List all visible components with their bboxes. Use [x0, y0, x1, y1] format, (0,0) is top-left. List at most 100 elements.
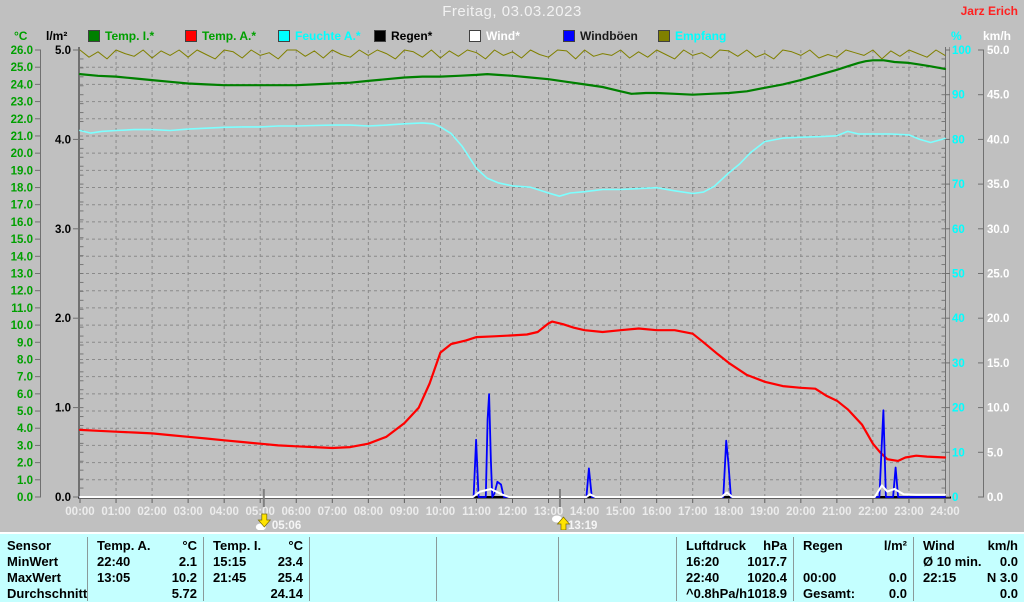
table-row-label: Sensor — [0, 537, 88, 553]
temp-tick-label: 24.0 — [11, 79, 33, 91]
temp-tick-label: 1.0 — [17, 475, 33, 487]
table-cell-time: Luftdruck — [686, 537, 746, 553]
legend: Temp. I.* Temp. A.* Feuchte A.* Regen* Wind*… — [0, 29, 950, 45]
legend-label-temp-a: Temp. A.* — [202, 29, 257, 43]
table-cell: ^0.8hPa/h 1018.9 — [677, 585, 794, 601]
legend-item-feuchte-a[interactable]: Feuchte A.* — [278, 29, 361, 43]
table-cell-value: 10.2 — [171, 569, 197, 585]
table-cell — [310, 537, 437, 553]
humidity-tick-label: 10 — [952, 447, 965, 459]
time-tick-label: 09:00 — [390, 506, 419, 518]
table-cell: 5.72 — [88, 585, 204, 601]
weather-chart: 0.0 1.0 2.0 3.0 4.0 5.0 6.0 7.0 8.0 9.0 10.0 11.0 12… — [11, 45, 1009, 530]
temp-tick-label: 8.0 — [17, 354, 33, 366]
legend-item-temp-i[interactable]: Temp. I.* — [88, 29, 154, 43]
table-row-label: MinWert — [0, 553, 88, 569]
time-tick-label: 01:00 — [101, 506, 130, 518]
wind-tick-label: 35.0 — [987, 179, 1009, 191]
humidity-tick-label: 20 — [952, 403, 965, 415]
wind-tick-label: 0.0 — [987, 492, 1003, 504]
astro-marker-time: 13:19 — [568, 520, 597, 530]
table-cell — [794, 553, 914, 569]
time-tick-label: 15:00 — [606, 506, 635, 518]
table-cell-time: Gesamt: — [803, 585, 856, 601]
axis-time-bottom: 00:00 01:00 02:00 03:00 04:00 05:00 06:00 07:00… — [65, 497, 960, 518]
temp-tick-label: 26.0 — [11, 45, 33, 57]
table-cell-time: Wind — [923, 537, 955, 553]
temp-tick-label: 6.0 — [17, 389, 33, 401]
time-tick-label: 05:00 — [245, 506, 274, 518]
table-cell: 24.14 — [204, 585, 310, 601]
table-cell: Wind km/h — [914, 537, 1024, 553]
table-cell-value: 1017.7 — [747, 553, 787, 569]
table-cell-value: 1020.4 — [747, 569, 787, 585]
time-tick-label: 18:00 — [714, 506, 743, 518]
wind-tick-label: 50.0 — [987, 45, 1009, 57]
table-row-label: Durchschnitt — [0, 585, 88, 601]
temp-tick-label: 5.0 — [17, 406, 33, 418]
time-tick-label: 12:00 — [498, 506, 527, 518]
legend-label-wind: Wind* — [486, 29, 520, 43]
table-cell: Temp. A. °C — [88, 537, 204, 553]
table-cell-value: 2.1 — [178, 553, 197, 569]
legend-label-regen: Regen* — [391, 29, 433, 43]
astro-marker-13-19: 13:19 — [551, 489, 597, 530]
legend-item-empfang[interactable]: Empfang — [658, 29, 726, 43]
time-tick-label: 06:00 — [282, 506, 311, 518]
table-cell: Regen l/m² — [794, 537, 914, 553]
table-cell-value: 0.0 — [888, 569, 907, 585]
legend-item-wind[interactable]: Wind* — [469, 29, 520, 43]
table-cell: 22:40 1020.4 — [677, 569, 794, 585]
humidity-tick-label: 60 — [952, 224, 965, 236]
series-empfang — [79, 49, 946, 60]
table-cell: Luftdruck hPa — [677, 537, 794, 553]
time-tick-label: 14:00 — [570, 506, 599, 518]
time-tick-label: 19:00 — [750, 506, 779, 518]
table-cell-value: 1018.9 — [747, 585, 787, 601]
table-cell-time: Temp. I. — [213, 537, 262, 553]
humidity-tick-label: 40 — [952, 313, 965, 325]
legend-swatch-temp-a — [185, 30, 197, 42]
plot-area[interactable] — [80, 50, 945, 497]
table-cell-time: 21:45 — [213, 569, 247, 585]
arrow-down-icon — [257, 513, 272, 528]
table-cell — [559, 585, 677, 601]
table-cell-time: 22:40 — [686, 569, 720, 585]
legend-item-regen[interactable]: Regen* — [374, 29, 432, 43]
table-cell-value: km/h — [987, 537, 1018, 553]
axis-temp-left: 0.0 1.0 2.0 3.0 4.0 5.0 6.0 7.0 8.0 9.0 10.0 11.0 12… — [11, 45, 41, 504]
table-cell: 13:05 10.2 — [88, 569, 204, 585]
humidity-tick-label: 70 — [952, 179, 965, 191]
temp-tick-label: 22.0 — [11, 114, 33, 126]
table-cell: 22:40 2.1 — [88, 553, 204, 569]
temp-tick-label: 21.0 — [11, 131, 33, 143]
legend-item-temp-a[interactable]: Temp. A.* — [185, 29, 256, 43]
table-cell — [559, 537, 677, 553]
table-cell: 0.0 — [914, 585, 1024, 601]
table-cell — [437, 585, 559, 601]
series-feuchte-a — [79, 122, 946, 197]
temp-tick-label: 25.0 — [11, 62, 33, 74]
legend-item-windboeen[interactable]: Windböen — [563, 29, 638, 43]
table-cell-value: °C — [182, 537, 197, 553]
table-cell-value: 0.0 — [999, 553, 1018, 569]
series-temp-a — [78, 320, 947, 462]
table-cell-time: 22:40 — [97, 553, 131, 569]
time-tick-label: 04:00 — [209, 506, 238, 518]
humidity-tick-label: 90 — [952, 90, 965, 102]
temp-tick-label: 12.0 — [11, 286, 33, 298]
table-cell — [559, 553, 677, 569]
time-tick-label: 02:00 — [137, 506, 166, 518]
wind-tick-label: 5.0 — [987, 447, 1003, 459]
rain-tick-label: 5.0 — [55, 45, 71, 57]
humidity-tick-label: 80 — [952, 134, 965, 146]
table-cell-value: l/m² — [883, 537, 907, 553]
temp-tick-label: 19.0 — [11, 165, 33, 177]
temp-tick-label: 15.0 — [11, 234, 33, 246]
humidity-tick-label: 30 — [952, 358, 965, 370]
time-tick-label: 17:00 — [678, 506, 707, 518]
table-cell-value: 5.72 — [171, 585, 197, 601]
series-temp-i — [78, 59, 947, 96]
time-tick-label: 20:00 — [786, 506, 815, 518]
legend-swatch-windboeen — [563, 30, 575, 42]
